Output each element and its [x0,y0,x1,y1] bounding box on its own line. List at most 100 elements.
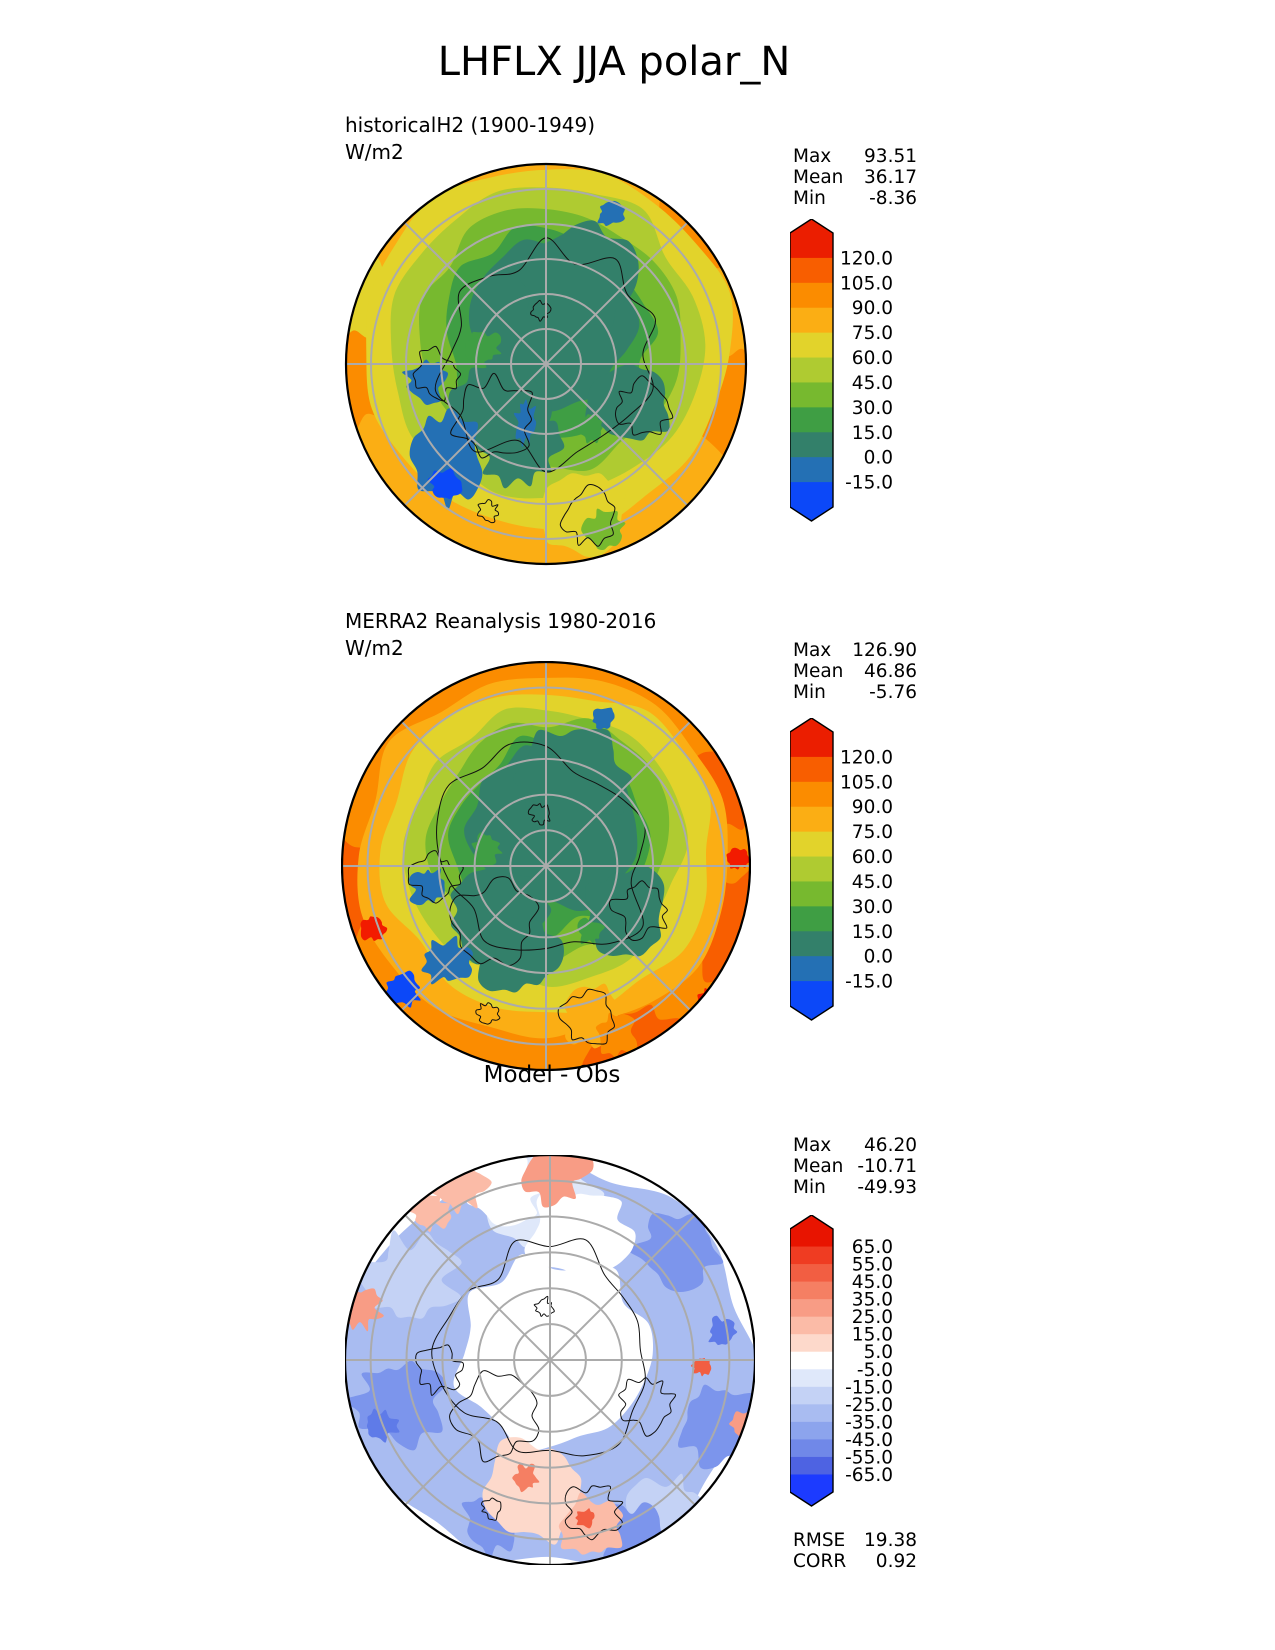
graticule [345,1155,755,1565]
colorbar-reference: 120.0 105.0 90.0 75.0 60.0 45.0 30.0 15.0 0.0 -15… [790,718,960,1022]
stat-label: CORR [793,1551,847,1572]
stat-row: Min -5.76 [793,682,917,703]
colorbar-tick-label: 45.0 [852,1272,893,1293]
colorbar-tick-label: -15.0 [845,1377,893,1398]
colorbar-band [790,732,833,758]
colorbar-tick-label: 25.0 [852,1307,893,1328]
colorbar-svg: 120.0 105.0 90.0 75.0 60.0 45.0 30.0 15.0 0.0 -15… [790,219,893,522]
map-contour-region [453,1254,654,1452]
map-contour-region [385,970,421,1008]
map-contour-region [421,935,474,985]
colorbar-band [790,1369,833,1388]
panel-model-subtitle-line1: historicalH2 (1900-1949) [345,113,596,137]
stat-value: 0.92 [875,1551,917,1572]
graticule [342,662,750,1070]
map-contour-region [595,1012,638,1058]
colorbar-tick-label: 35.0 [852,1290,893,1311]
meridian-line [404,1214,696,1506]
coastline [449,1370,540,1463]
stat-label: Min [793,188,826,209]
map-contour-region [576,412,603,444]
stat-label: Max [793,640,832,661]
coastline [481,1497,502,1521]
stat-row: RMSE 19.38 [793,1530,917,1551]
colorbar-band [790,831,833,858]
colorbar-tick-label: -55.0 [845,1447,893,1468]
colorbar-band [790,257,833,284]
colorbar-outline [790,219,834,522]
colorbar-band [790,906,833,932]
colorbar-difference: 65.0 55.0 45.0 35.0 25.0 15.0 5.0 -5.0 -15.0 -25.… [790,1215,960,1508]
panel-reference-units: W/m2 [345,636,404,660]
map-contour-region [577,917,605,946]
colorbar-tick-label: 75.0 [852,822,893,843]
stat-value: 93.51 [864,146,917,167]
map-contour-region [408,868,445,906]
panel-model-units: W/m2 [345,140,404,164]
colorbar-band [790,482,833,508]
colorbar-tick-label: 55.0 [852,1255,893,1276]
map-contour-region [521,1155,594,1208]
stat-row: Mean 46.86 [793,661,917,682]
colorbar-svg: 65.055.045.035.025.015.05.0-5.0-15.0-25.… [790,1215,893,1507]
stat-row: CORR 0.92 [793,1551,917,1572]
map-field [345,1155,755,1565]
stats-block-model: Max 93.51 Mean 36.17 Min -8.36 [793,146,917,209]
colorbar-lower-arrow [790,1006,833,1020]
colorbar-band [790,1404,833,1423]
colorbar-tick-label: 65.0 [852,1237,893,1258]
stat-label: Max [793,1135,832,1156]
coastline [564,1485,624,1541]
colorbar-tick-label: 60.0 [852,847,893,868]
stat-value: -5.76 [869,682,917,703]
graticule [346,164,746,564]
panel-reference-subtitle-line1: MERRA2 Reanalysis 1980-2016 [345,609,657,633]
colorbar-outline [790,1215,834,1507]
map-contour-region [482,1437,584,1545]
coastline [608,880,668,942]
colorbar-tick-label: 120.0 [840,248,893,269]
colorbar-tick-label: -35.0 [845,1412,893,1433]
colorbar-band [790,1264,833,1283]
map-contour-region [465,331,502,364]
colorbar-band [790,1229,833,1248]
colorbar-upper-arrow [790,718,833,732]
colorbar-band [790,1281,833,1300]
map-contour-region [409,408,483,510]
colorbar-band [790,1456,833,1476]
colorbar-tick-label: -5.0 [857,1360,893,1381]
colorbar-tick-label: -15.0 [845,972,893,993]
map-field [346,164,746,564]
colorbar-tick-label: 0.0 [864,448,893,469]
colorbar-band [790,332,833,359]
map-boundary [341,661,751,1071]
coastline [415,1344,465,1396]
map-contour-region [512,1463,540,1493]
figure-title: LHFLX JJA polar_N [437,39,791,85]
map-boundary [344,162,748,566]
colorbar-tick-label: 105.0 [840,772,893,793]
map-contour-region [708,1315,738,1345]
map-field [342,662,750,1070]
coastline [557,988,615,1045]
colorbar-tick-label: 75.0 [852,323,893,344]
colorbar-band [790,956,833,982]
coastline [407,850,464,904]
stat-row: Min -49.93 [793,1177,917,1198]
stat-label: Mean [793,1156,844,1177]
stat-label: Min [793,682,826,703]
stats-block-difference: Max 46.20 Mean -10.71 Min -49.93 [793,1135,917,1198]
colorbar-model: 120.0 105.0 90.0 75.0 60.0 45.0 30.0 15.0 0.0 -15… [790,219,960,523]
stat-value: 46.20 [864,1135,917,1156]
stat-row: Max 46.20 [793,1135,917,1156]
meridian-line [403,221,689,507]
colorbar-tick-label: 15.0 [852,922,893,943]
colorbar-tick-label: 105.0 [840,273,893,294]
map-contour-region [592,707,615,730]
map-contour-region [427,468,463,500]
colorbar-band [790,1474,833,1493]
colorbar-band [790,357,833,384]
colorbar-tick-label: -65.0 [845,1465,893,1486]
stat-row: Max 126.90 [793,640,917,661]
colorbar-band [790,1421,833,1440]
